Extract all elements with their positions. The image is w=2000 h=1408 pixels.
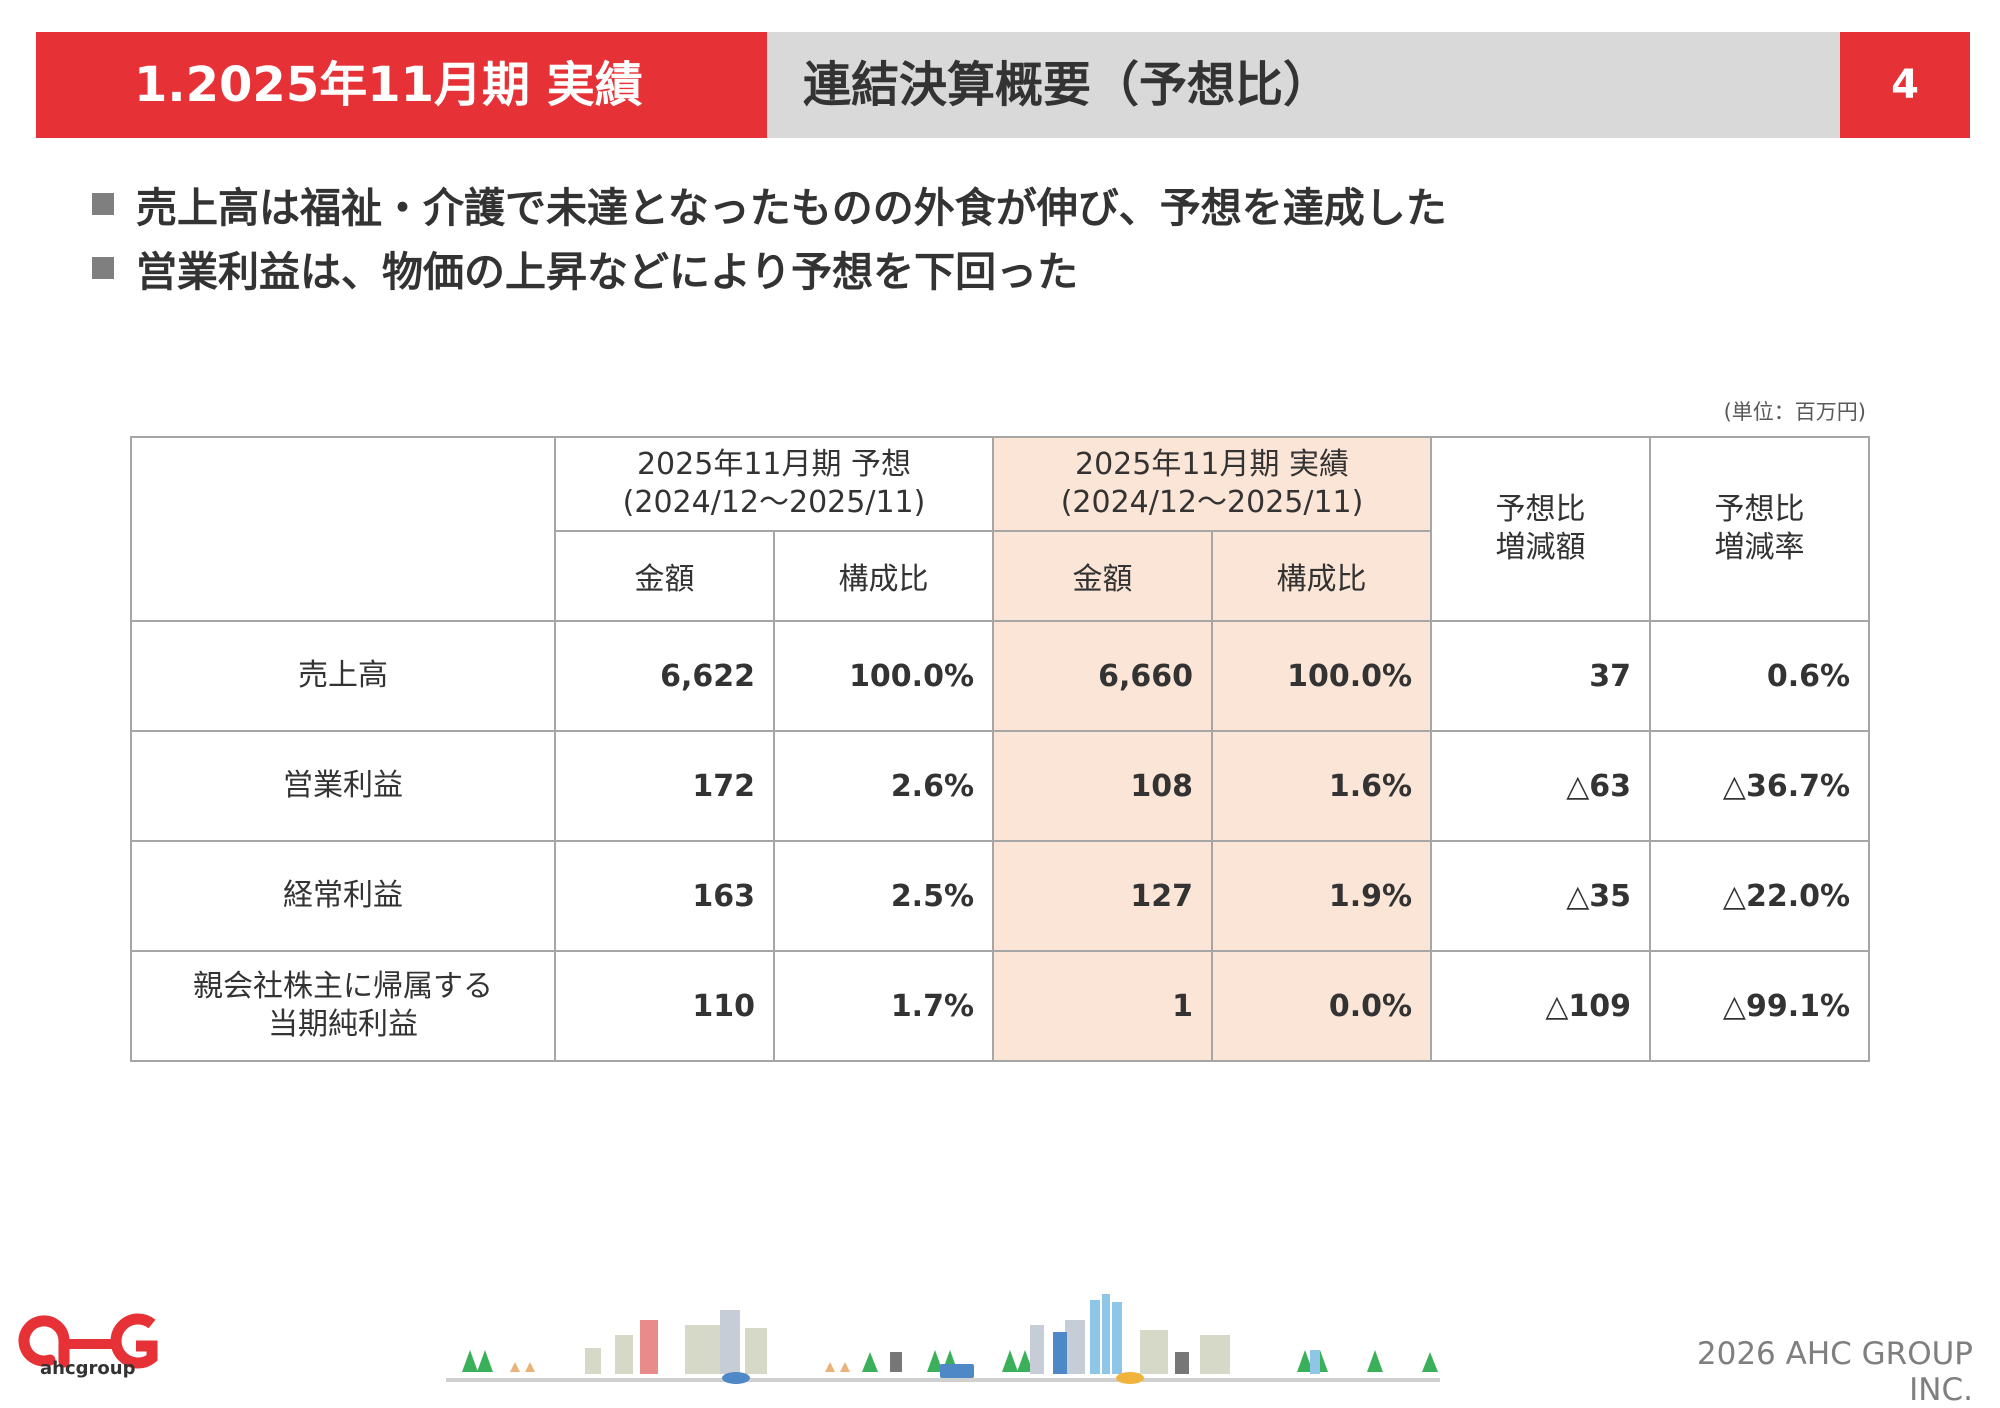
bullet-item: 売上高は福祉・介護で未達となったものの外食が伸び、予想を達成した <box>92 172 1447 236</box>
diff-rate-cell: 0.6% <box>1649 620 1871 732</box>
diff-rate-header-line: 予想比 <box>1714 492 1805 527</box>
diff-amount-header-line: 増減額 <box>1495 530 1586 565</box>
actual-ratio-cell: 100.0% <box>1211 620 1433 732</box>
logo-wordmark: ahcgroup <box>40 1358 136 1379</box>
copyright: 2026 AHC GROUP INC. <box>1696 1336 1973 1408</box>
diff-amount-cell: △35 <box>1430 840 1652 952</box>
diff-rate-header-line: 増減率 <box>1714 530 1805 565</box>
actual-ratio-cell: 1.6% <box>1211 730 1433 842</box>
row-label-line: 売上高 <box>298 658 388 693</box>
diff-rate-cell: △99.1% <box>1649 950 1871 1062</box>
diff-amount-cell: △63 <box>1430 730 1652 842</box>
square-bullet-icon <box>92 257 114 279</box>
forecast-amount-cell: 163 <box>554 840 775 952</box>
row-label-line: 営業利益 <box>283 768 403 803</box>
unit-label: (単位：百万円) <box>1723 400 1866 424</box>
diff-rate-cell: △22.0% <box>1649 840 1871 952</box>
row-label: 親会社株主に帰属する 当期純利益 <box>130 950 556 1062</box>
actual-header: 2025年11月期 実績 (2024/12～2025/11) <box>992 436 1433 532</box>
actual-header-line: 2025年11月期 実績 <box>1074 447 1350 482</box>
table-row: 親会社株主に帰属する 当期純利益 110 1.7% 1 0.0% △109 △9… <box>130 950 1871 1062</box>
summary-bullets: 売上高は福祉・介護で未達となったものの外食が伸び、予想を達成した 営業利益は、物… <box>92 172 1447 300</box>
row-label: 売上高 <box>130 620 556 732</box>
row-label-line: 当期純利益 <box>268 1007 418 1042</box>
forecast-header-line: 2025年11月期 予想 <box>636 447 912 482</box>
forecast-amount-cell: 110 <box>554 950 775 1062</box>
actual-ratio-cell: 1.9% <box>1211 840 1433 952</box>
diff-amount-header-line: 予想比 <box>1495 492 1586 527</box>
diff-amount-cell: 37 <box>1430 620 1652 732</box>
financial-summary-table: 2025年11月期 予想 (2024/12～2025/11) 2025年11月期… <box>130 436 1871 1062</box>
forecast-ratio-cell: 1.7% <box>772 950 995 1062</box>
slide-header: 1.2025年11月期 実績 連結決算概要（予想比） 4 <box>36 32 1970 138</box>
diff-amount-header: 予想比 増減額 <box>1430 436 1652 622</box>
actual-amount-cell: 127 <box>992 840 1214 952</box>
bullet-text: 売上高は福祉・介護で未達となったものの外食が伸び、予想を達成した <box>136 184 1447 232</box>
diff-rate-cell: △36.7% <box>1649 730 1871 842</box>
table-row: 売上高 6,622 100.0% 6,660 100.0% 37 0.6% <box>130 620 1871 732</box>
bullet-item: 営業利益は、物価の上昇などにより予想を下回った <box>92 236 1447 300</box>
forecast-ratio-cell: 2.5% <box>772 840 995 952</box>
ahc-logo-icon <box>18 1313 158 1369</box>
forecast-ratio-subheader: 構成比 <box>772 530 995 622</box>
forecast-amount-subheader: 金額 <box>554 530 775 622</box>
actual-amount-cell: 6,660 <box>992 620 1214 732</box>
actual-header-period: (2024/12～2025/11) <box>1060 485 1364 520</box>
square-bullet-icon <box>92 193 114 215</box>
row-label-line: 親会社株主に帰属する <box>193 969 493 1004</box>
cityscape-illustration <box>446 1294 1440 1384</box>
actual-amount-cell: 108 <box>992 730 1214 842</box>
row-label-line: 経常利益 <box>283 878 403 913</box>
actual-ratio-subheader: 構成比 <box>1211 530 1433 622</box>
forecast-amount-cell: 172 <box>554 730 775 842</box>
row-label: 営業利益 <box>130 730 556 842</box>
forecast-ratio-cell: 2.6% <box>772 730 995 842</box>
page-title: 連結決算概要（予想比） <box>767 32 1840 138</box>
row-label: 経常利益 <box>130 840 556 952</box>
diff-rate-header: 予想比 増減率 <box>1649 436 1871 622</box>
table-row: 営業利益 172 2.6% 108 1.6% △63 △36.7% <box>130 730 1871 842</box>
forecast-header: 2025年11月期 予想 (2024/12～2025/11) <box>553 436 995 532</box>
actual-ratio-cell: 0.0% <box>1211 950 1433 1062</box>
table-row: 経常利益 163 2.5% 127 1.9% △35 △22.0% <box>130 840 1871 952</box>
forecast-ratio-cell: 100.0% <box>772 620 995 732</box>
actual-amount-cell: 1 <box>992 950 1214 1062</box>
actual-amount-subheader: 金額 <box>992 530 1214 622</box>
section-label: 1.2025年11月期 実績 <box>36 32 767 138</box>
page-number: 4 <box>1840 32 1970 138</box>
forecast-amount-cell: 6,622 <box>554 620 775 732</box>
diff-amount-cell: △109 <box>1430 950 1652 1062</box>
corner-header-cell <box>130 436 556 622</box>
bullet-text: 営業利益は、物価の上昇などにより予想を下回った <box>136 248 1079 296</box>
forecast-header-period: (2024/12～2025/11) <box>622 485 926 520</box>
